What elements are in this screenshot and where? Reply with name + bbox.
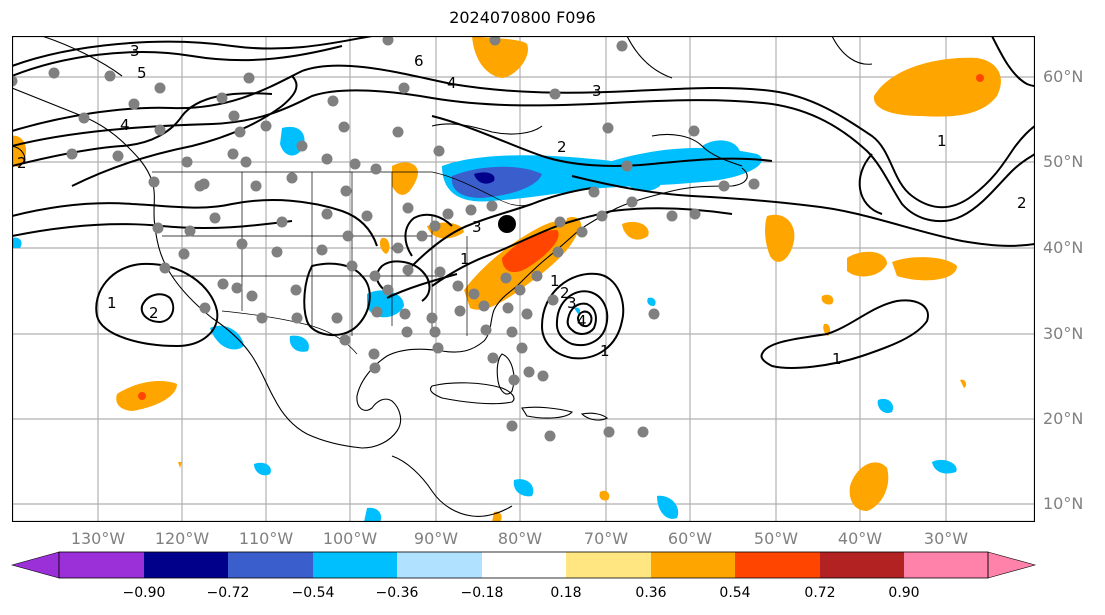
colorbar-segment (144, 552, 228, 578)
lon-label-60w: 60°W (667, 529, 713, 548)
map-frame (12, 36, 1035, 522)
colorbar-segment (59, 552, 144, 578)
contour-label: 1 (937, 132, 947, 150)
political-borders (152, 171, 533, 355)
contour-label: 1 (600, 342, 610, 360)
station-dots (12, 36, 760, 442)
colorbar-segment (566, 552, 651, 578)
contour-label: 2 (557, 138, 567, 156)
contour-label: 3 (592, 82, 602, 100)
colorbar-segment (735, 552, 820, 578)
lon-label-50w: 50°W (753, 529, 799, 548)
lon-label-90w: 90°W (413, 529, 459, 548)
colorbar-segment (651, 552, 735, 578)
contour-label: 4 (447, 74, 457, 92)
colorbar-tick-label: 0.90 (888, 585, 920, 601)
contour-label: 3 (130, 42, 140, 60)
colorbar-segment (228, 552, 313, 578)
lat-label-60n: 60°N (1043, 67, 1084, 86)
colorbar-tick-label: −0.72 (206, 585, 250, 601)
colorbar-segment (397, 552, 482, 578)
colorbar-segment (313, 552, 397, 578)
lon-label-70w: 70°W (583, 529, 629, 548)
lon-label-100w: 100°W (322, 529, 378, 548)
contour-label: 2 (17, 154, 27, 172)
lon-label-110w: 110°W (238, 529, 294, 548)
map-title: 2024070800 F096 (449, 8, 596, 27)
colorbar (10, 551, 1037, 579)
contour-label: 6 (414, 52, 424, 70)
weather-map: 3 5 6 4 3 2 4 2 1 1 2 3 1 2 3 4 1 1 1 2 (12, 36, 1035, 522)
contour-label: 4 (577, 312, 587, 330)
contour-label: 2 (149, 304, 159, 322)
colorbar-segment (482, 552, 566, 578)
colorbar-tick-label: 0.36 (635, 585, 667, 601)
colorbar-tick-label: 0.18 (550, 585, 582, 601)
colorbar-tick-label: −0.54 (291, 585, 335, 601)
colorbar-tick-label: −0.36 (375, 585, 419, 601)
lon-label-120w: 120°W (154, 529, 210, 548)
contour-label: 3 (472, 218, 482, 236)
colorbar-right-extend (987, 551, 1037, 579)
contour-label: 1 (460, 250, 470, 268)
colorbar-segment (820, 552, 904, 578)
lat-label-20n: 20°N (1043, 409, 1084, 428)
colorbar-tick-label: 0.54 (719, 585, 751, 601)
positive-anomaly-areas (12, 36, 1001, 522)
lat-label-10n: 10°N (1043, 494, 1084, 513)
colorbar-left-extend (10, 551, 60, 579)
lon-label-80w: 80°W (497, 529, 543, 548)
contour-label: 1 (550, 272, 560, 290)
lat-label-30n: 30°N (1043, 324, 1084, 343)
colorbar-tick-label: −0.90 (122, 585, 166, 601)
contour-label: 2 (560, 284, 570, 302)
contour-label: 5 (137, 64, 147, 82)
contour-label: 2 (1017, 194, 1027, 212)
lat-label-50n: 50°N (1043, 152, 1084, 171)
lon-label-40w: 40°W (837, 529, 883, 548)
contour-label: 1 (107, 294, 117, 312)
lon-label-130w: 130°W (70, 529, 126, 548)
map-panel: 3 5 6 4 3 2 4 2 1 1 2 3 1 2 3 4 1 1 1 2 (12, 36, 1035, 522)
colorbar-segment (904, 552, 988, 578)
lon-label-30w: 30°W (923, 529, 969, 548)
contour-label: 4 (120, 116, 130, 134)
contour-label: 3 (567, 294, 577, 312)
colorbar-tick-label: 0.72 (804, 585, 836, 601)
contour-label: 1 (832, 350, 842, 368)
colorbar-tick-label: −0.18 (460, 585, 504, 601)
lat-label-40n: 40°N (1043, 238, 1084, 257)
contour-label-group: 3 5 6 4 3 2 4 2 1 1 2 3 1 2 3 4 1 1 1 2 (17, 42, 1027, 368)
